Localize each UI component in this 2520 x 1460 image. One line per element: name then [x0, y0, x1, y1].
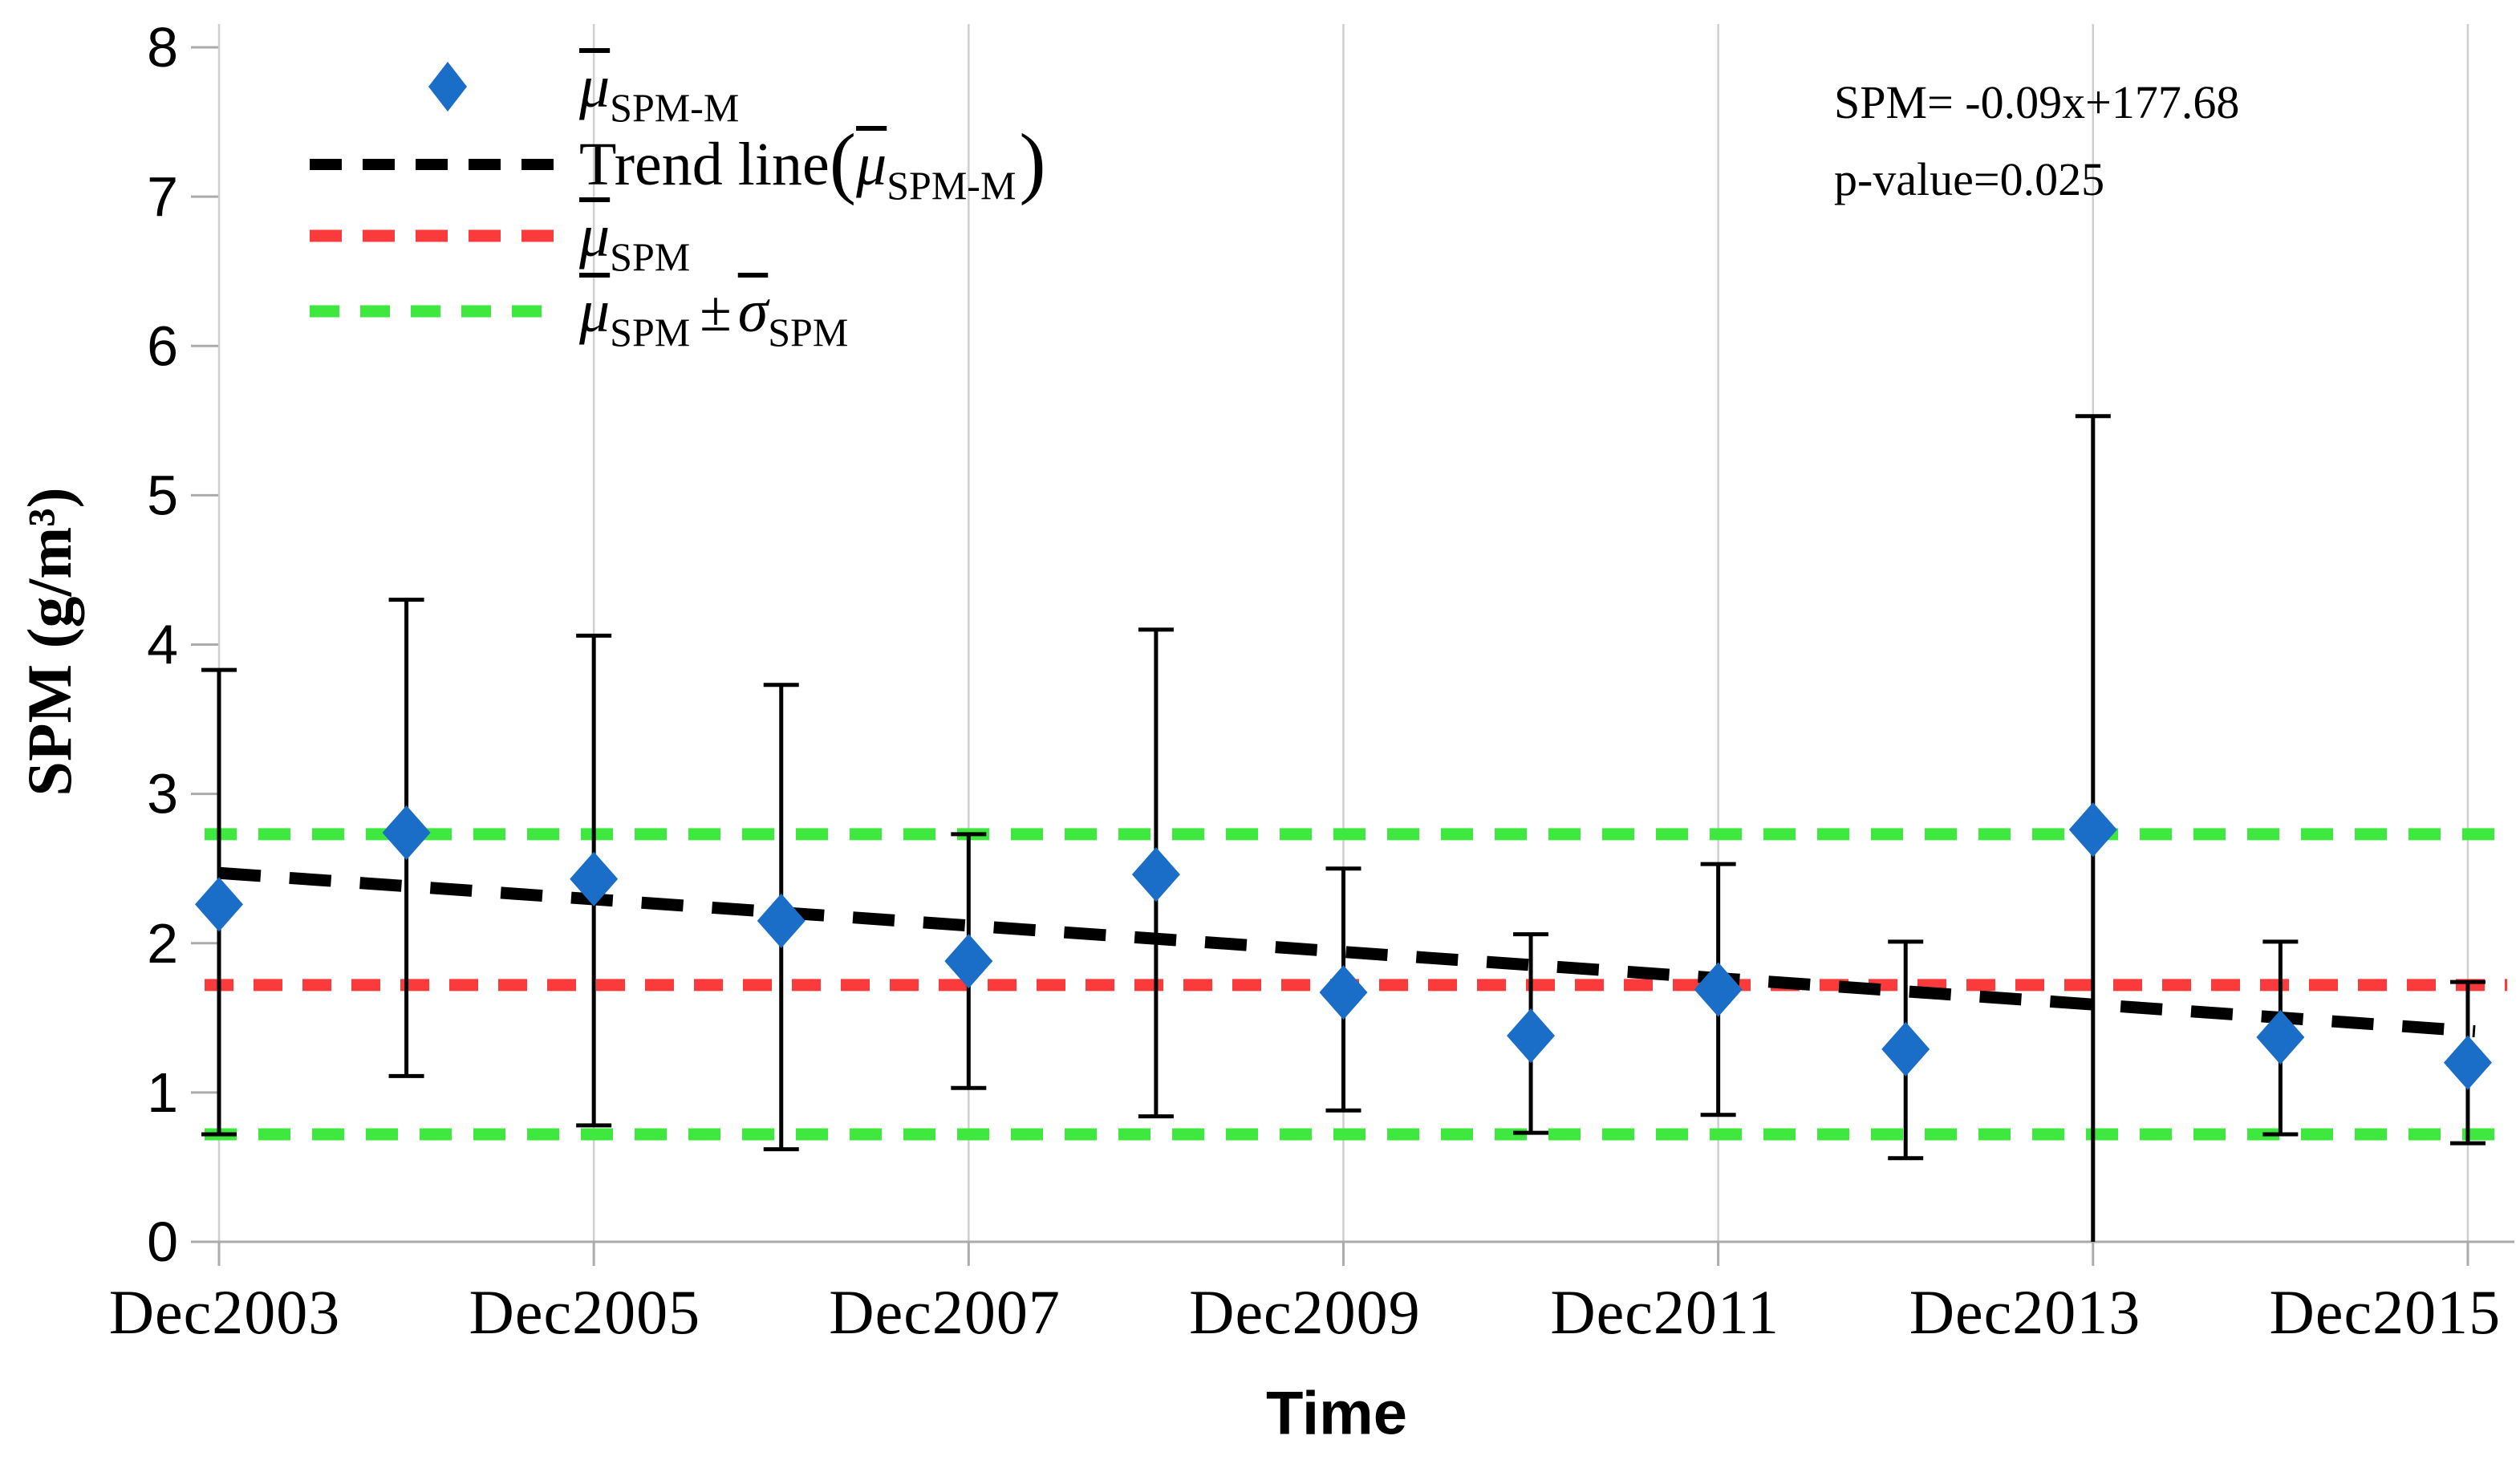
legend-text-segment: SPM: [610, 310, 691, 355]
x-tick-label: Dec2015: [2270, 1277, 2502, 1347]
p-value-text: p-value=0.025: [1834, 153, 2105, 205]
data-point-diamond: [1694, 962, 1743, 1017]
legend-text-segment: SPM: [768, 310, 849, 355]
x-tick-label: Dec2007: [829, 1277, 1061, 1347]
data-point-diamond: [1131, 847, 1180, 902]
data-point-diamond: [2256, 1010, 2305, 1065]
x-tick-label: Dec2013: [1909, 1277, 2141, 1347]
legend-text-segment: Trend line: [579, 130, 830, 198]
y-tick-label: 6: [147, 314, 178, 377]
x-tick-label: Dec2009: [1189, 1277, 1421, 1347]
legend-text-segment: SPM: [610, 234, 691, 279]
y-tick-label: 7: [147, 165, 178, 228]
legend-text-segment: (: [829, 116, 857, 206]
equation-text: SPM= -0.09x+177.68: [1834, 76, 2240, 128]
y-tick-label: 4: [147, 614, 178, 676]
y-tick-label: 2: [147, 912, 178, 975]
data-point-diamond: [1507, 1008, 1556, 1064]
legend-text-segment: μ: [579, 201, 611, 270]
y-axis-title: SPM (g/m³): [14, 487, 84, 797]
x-tick-label: Dec2011: [1550, 1277, 1779, 1347]
legend-entry-label: μ SPM-M: [579, 37, 742, 136]
data-point-diamond: [1881, 1021, 1930, 1077]
legend-text-segment: μ: [579, 52, 611, 120]
data-point-diamond: [570, 851, 619, 906]
legend-text-segment: SPM-M: [887, 163, 1017, 208]
data-point-diamond: [2068, 802, 2117, 858]
y-tick-label: 3: [147, 763, 178, 825]
legend-entry-label: Trend line(μ SPM-M): [579, 115, 1046, 214]
legend-text-segment: μ: [856, 130, 887, 198]
legend-diamond-icon: [428, 62, 467, 112]
data-point-diamond: [382, 805, 431, 861]
x-tick-label: Dec2003: [109, 1277, 341, 1347]
legend-entry-label: μ SPM: [579, 186, 693, 286]
legend-text-segment: SPM-M: [610, 85, 740, 130]
data-point-diamond: [195, 877, 243, 932]
y-tick-label: 5: [147, 464, 178, 526]
regression-annotation: SPM= -0.09x+177.68 p-value=0.025: [1834, 64, 2239, 218]
legend-entry-label: μ SPM ± σ SPM: [579, 262, 851, 361]
y-tick-label: 1: [147, 1061, 178, 1124]
x-axis-title: Time: [1265, 1379, 1408, 1448]
legend-text-segment: μ: [579, 277, 611, 345]
legend-text-segment: σ: [737, 277, 769, 345]
data-point-diamond: [757, 893, 806, 948]
data-point-diamond: [2443, 1035, 2492, 1090]
legend-text-segment: ±: [700, 278, 732, 343]
x-tick-label: Dec2005: [469, 1277, 701, 1347]
data-point-diamond: [1319, 965, 1368, 1020]
legend-text-segment: ): [1019, 116, 1046, 206]
y-tick-label: 8: [147, 16, 178, 79]
y-tick-label: 0: [147, 1211, 178, 1273]
data-point-diamond: [944, 934, 993, 989]
